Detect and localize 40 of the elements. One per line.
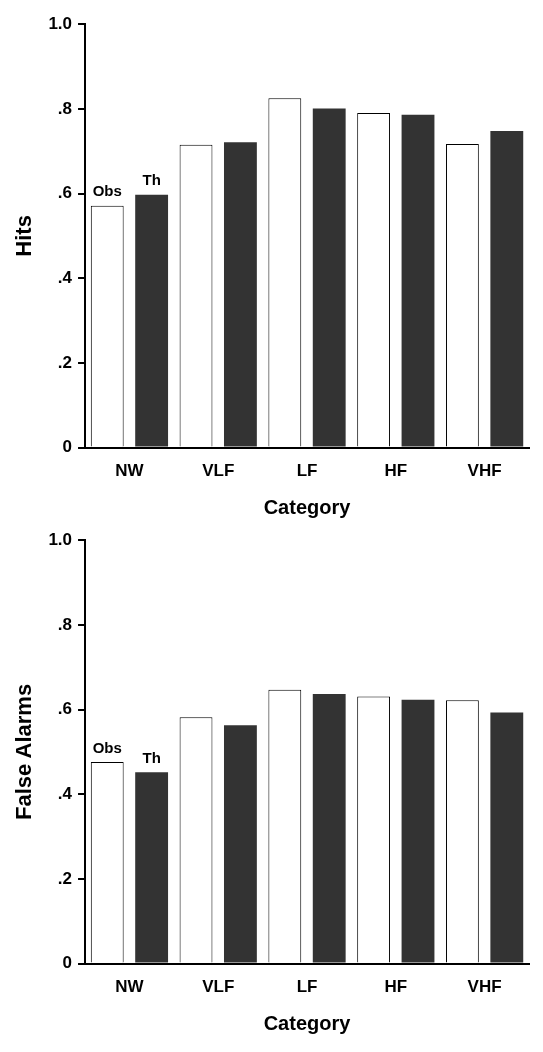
x-axis-title: Category (263, 495, 352, 518)
x-tick-label: NW (115, 977, 145, 997)
y-tick-label: .2 (57, 868, 73, 888)
y-tick-label: 1.0 (48, 529, 73, 549)
x-tick-label: HF (384, 461, 408, 481)
x-tick-label: VHF (467, 461, 502, 481)
x-tick-label: LF (296, 977, 318, 997)
bar (490, 130, 524, 447)
series-label: Obs (92, 738, 122, 756)
bar (223, 725, 257, 963)
x-tick-label: VLF (202, 461, 235, 481)
bar (401, 114, 435, 447)
bar (312, 693, 346, 963)
series-label: Th (142, 748, 161, 766)
x-tick-label: LF (296, 461, 318, 481)
y-tick-label: .2 (57, 352, 73, 372)
x-tick-label: VHF (467, 977, 502, 997)
series-label: Th (142, 171, 161, 189)
bar (312, 108, 346, 447)
y-tick-label: .8 (57, 614, 73, 634)
y-axis-title: Hits (11, 215, 37, 257)
y-tick-label: 0 (62, 953, 73, 973)
bar (135, 194, 169, 447)
y-tick-label: 0 (62, 437, 73, 457)
y-tick-label: .6 (57, 699, 73, 719)
y-tick-label: .6 (57, 183, 73, 203)
series-label: Obs (92, 182, 122, 200)
bar (401, 699, 435, 963)
x-tick-label: VLF (202, 977, 235, 997)
y-axis-title: False Alarms (11, 683, 37, 820)
y-tick-label: .4 (57, 783, 73, 803)
bar (135, 772, 169, 963)
bar (223, 142, 257, 447)
bar (490, 712, 524, 963)
x-tick-label: HF (384, 977, 408, 997)
y-tick-label: .8 (57, 98, 73, 118)
y-tick-label: .4 (57, 267, 73, 287)
x-axis-title: Category (263, 1011, 352, 1034)
x-tick-label: NW (115, 461, 145, 481)
y-tick-label: 1.0 (48, 13, 73, 33)
